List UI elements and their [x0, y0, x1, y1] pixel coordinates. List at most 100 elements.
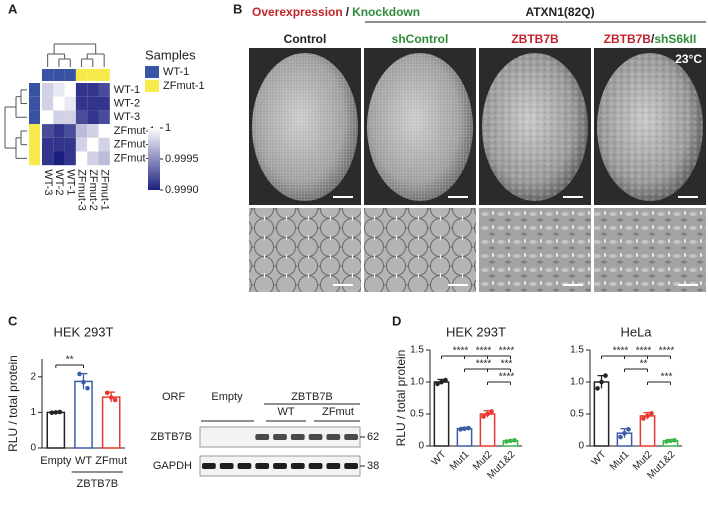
column-annotation [64, 69, 76, 81]
significance: *** [661, 372, 673, 383]
heatmap-cell [42, 137, 54, 152]
significance: **** [499, 372, 515, 383]
heatmap-cell [75, 151, 88, 166]
heatmap-cell [53, 137, 65, 152]
eye-texture [597, 53, 703, 201]
data-point [595, 386, 600, 391]
data-point [641, 416, 646, 421]
heatmap-cell [75, 96, 88, 111]
heatmap-cell [42, 110, 54, 125]
column-label: shControl [392, 32, 449, 46]
data-point [485, 411, 490, 417]
data-point [443, 377, 448, 383]
band [308, 434, 323, 440]
x-tick-label: WT [75, 455, 92, 467]
significance: **** [476, 346, 492, 357]
heatmap-cell [53, 110, 65, 125]
data-point [458, 427, 463, 432]
eye-texture [367, 53, 473, 201]
significance: **** [453, 346, 469, 357]
heatmap-cell [75, 124, 88, 138]
row-annotation [29, 151, 40, 166]
band [273, 434, 287, 440]
blot-label: ORF [162, 391, 186, 403]
row-annotation [29, 96, 40, 111]
data-point [603, 373, 608, 378]
group-label: ZBTB7B [77, 478, 119, 490]
column-label: ZFmut-2 [87, 169, 99, 211]
row-label: ZFmut-1 [114, 125, 156, 137]
heatmap-cell [98, 151, 110, 166]
significance: **** [613, 346, 629, 357]
y-tick-label: 1.0 [410, 377, 424, 388]
heatmap-cell [75, 137, 88, 152]
band [326, 463, 341, 469]
band [202, 463, 216, 469]
legend-label: ZFmut-1 [163, 80, 205, 92]
heatmap-cell [53, 96, 65, 111]
column-label: ZFmut-3 [76, 169, 88, 211]
heatmap-cell [75, 83, 88, 97]
heatmap-cell [64, 137, 76, 152]
band [344, 463, 358, 469]
row-label: ZFmut-2 [114, 139, 156, 151]
row-label: ZBTB7B [150, 431, 192, 443]
heatmap-cell [87, 96, 99, 111]
panel-label: B [233, 1, 242, 16]
y-tick-label: 0.5 [410, 409, 424, 420]
x-tick-label: WT [590, 449, 609, 468]
blot-label: Empty [211, 391, 243, 403]
heatmap-cell [53, 124, 65, 138]
data-point [439, 379, 444, 385]
data-point [466, 425, 471, 431]
band [326, 434, 341, 440]
y-tick-label: 1 [30, 407, 36, 418]
panel-label: C [8, 313, 18, 328]
x-tick-label: WT [430, 449, 449, 468]
column-label: ZBTB7B/shS6kII [604, 32, 697, 46]
colorbar-label: 1 [165, 122, 171, 134]
y-tick-label: 1.0 [570, 377, 584, 388]
data-point [664, 439, 669, 444]
data-point [649, 411, 654, 416]
significance: **** [476, 359, 492, 370]
x-tick-label: ZFmut [95, 455, 127, 467]
x-tick-label: Empty [40, 455, 72, 467]
condition-header-part: Knockdown [352, 5, 420, 19]
column-label-part: Control [284, 32, 327, 46]
data-point [645, 413, 650, 419]
legend-label: WT-1 [163, 66, 189, 78]
column-label: Control [284, 32, 327, 46]
legend-swatch [145, 80, 159, 92]
heatmap-cell [64, 151, 76, 166]
row-annotation [29, 137, 40, 152]
temperature: 23°C [675, 52, 702, 66]
condition-header-part: Overexpression [252, 5, 343, 19]
y-axis-label: RLU / total protein [394, 350, 408, 447]
y-axis-label: RLU / total protein [6, 355, 20, 452]
x-tick-label: Mut1 [448, 449, 472, 473]
row-label: ZFmut-3 [114, 152, 156, 164]
band [290, 463, 305, 469]
row-annotation [29, 83, 40, 97]
closeup-image [364, 208, 476, 292]
data-point [81, 379, 86, 385]
data-point [112, 397, 118, 403]
significance: ** [640, 359, 648, 370]
colorbar [148, 128, 160, 190]
band [290, 434, 305, 440]
column-annotation [98, 69, 110, 81]
heatmap-cell [53, 151, 65, 166]
band [219, 463, 234, 469]
significance: **** [636, 346, 652, 357]
data-point [508, 438, 513, 444]
band [255, 434, 270, 440]
bar [74, 380, 93, 449]
column-label: ZBTB7B [511, 32, 559, 46]
significance: *** [501, 359, 513, 370]
row-label: WT-1 [114, 84, 140, 96]
data-point [77, 371, 82, 377]
data-point [108, 395, 114, 400]
